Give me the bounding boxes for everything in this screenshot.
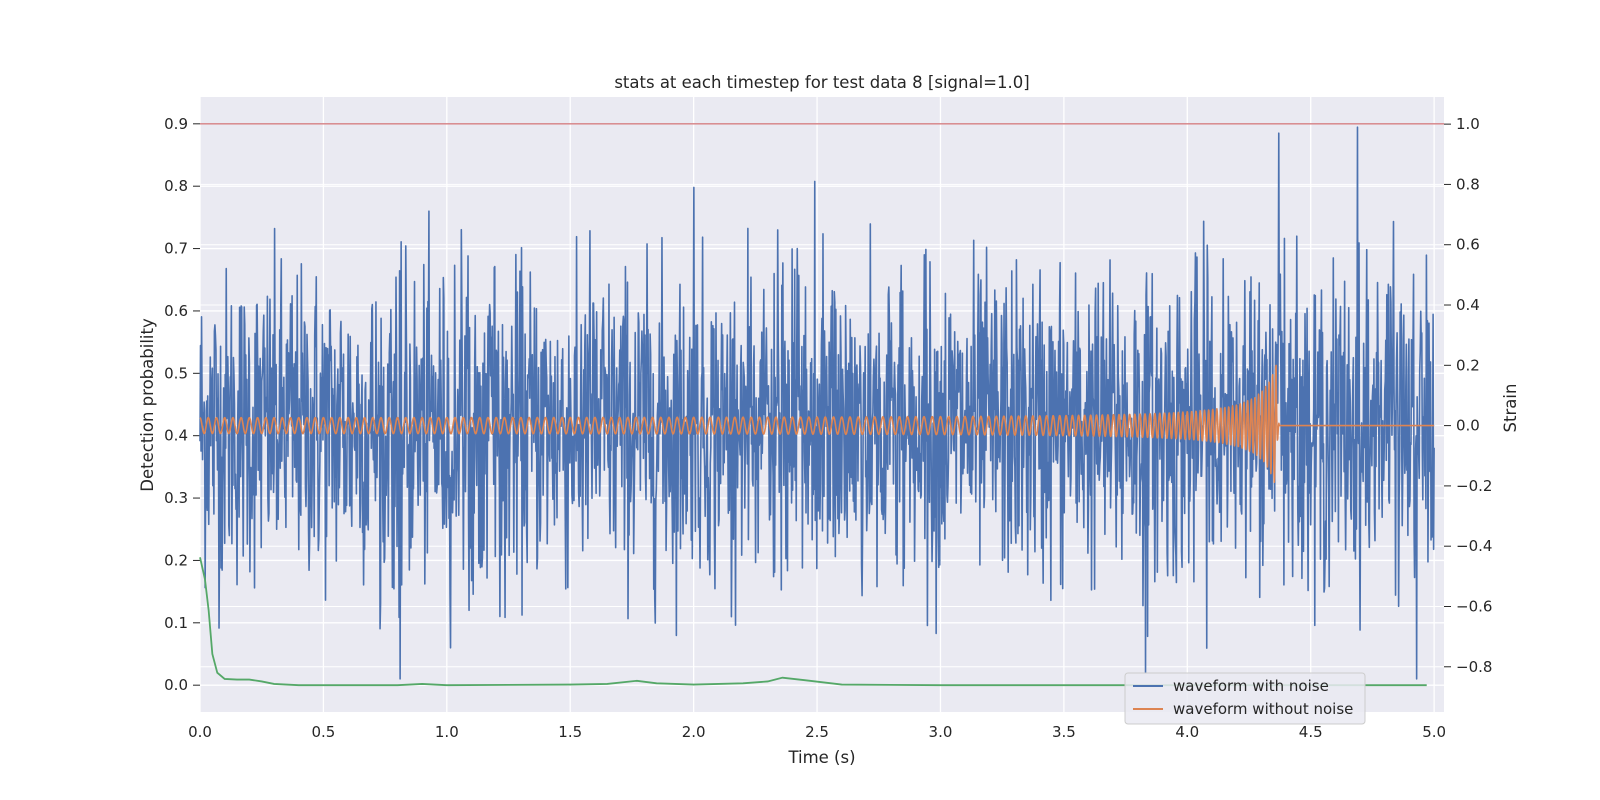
x-tick-label: 3.5 bbox=[1052, 723, 1076, 741]
x-tick-label: 3.0 bbox=[929, 723, 953, 741]
series-waveform-without-noise bbox=[199, 364, 1435, 484]
y-axis-left: 0.0 0.1 0.2 0.3 0.4 0.5 0.6 0.7 0.8 0.9 bbox=[164, 115, 200, 694]
y2-tick-label: −0.4 bbox=[1456, 537, 1492, 555]
y2-axis-label: Strain bbox=[1501, 384, 1520, 433]
y2-tick-label: 0.8 bbox=[1456, 175, 1480, 193]
y-tick-label: 0.5 bbox=[164, 364, 188, 382]
y2-tick-label: −0.6 bbox=[1456, 597, 1492, 615]
y-tick-label: 0.2 bbox=[164, 551, 188, 569]
x-tick-label: 0.5 bbox=[311, 723, 335, 741]
x-tick-label: 2.5 bbox=[805, 723, 829, 741]
y2-tick-label: 0.6 bbox=[1456, 236, 1480, 254]
y-tick-label: 0.8 bbox=[164, 177, 188, 195]
y2-tick-label: 0.4 bbox=[1456, 296, 1480, 314]
x-tick-label: 1.5 bbox=[558, 723, 582, 741]
x-tick-label: 1.0 bbox=[435, 723, 459, 741]
y2-tick-label: 0.0 bbox=[1456, 417, 1480, 435]
x-tick-label: 4.5 bbox=[1299, 723, 1323, 741]
x-tick-label: 4.0 bbox=[1175, 723, 1199, 741]
series-detection-probability bbox=[199, 557, 1427, 687]
y-tick-label: 0.3 bbox=[164, 489, 188, 507]
y2-tick-label: 1.0 bbox=[1456, 115, 1480, 133]
y-tick-label: 0.9 bbox=[164, 115, 188, 133]
legend-box bbox=[1124, 672, 1366, 725]
legend-label-clean: waveform without noise bbox=[1173, 700, 1353, 718]
y2-tick-label: −0.2 bbox=[1456, 477, 1492, 495]
y-tick-label: 0.1 bbox=[164, 614, 188, 632]
y-axis-right: −0.8 −0.6 −0.4 −0.2 0.0 0.2 0.4 0.6 0.8 1.0 bbox=[1444, 115, 1492, 676]
y2-tick-label: 0.2 bbox=[1456, 356, 1480, 374]
y-axis-label: Detection probability bbox=[138, 318, 157, 492]
series-waveform-with-noise bbox=[199, 126, 1435, 680]
y-tick-label: 0.0 bbox=[164, 676, 188, 694]
y-tick-label: 0.7 bbox=[164, 240, 188, 258]
y2-tick-label: −0.8 bbox=[1456, 658, 1492, 676]
x-axis-label: Time (s) bbox=[787, 748, 855, 767]
x-tick-label: 2.0 bbox=[682, 723, 706, 741]
legend-label-noisy: waveform with noise bbox=[1173, 677, 1329, 695]
x-axis: 0.0 0.5 1.0 1.5 2.0 2.5 3.0 3.5 4.0 4.5 5.0 bbox=[188, 723, 1446, 741]
y-tick-label: 0.6 bbox=[164, 302, 188, 320]
chart-title: stats at each timestep for test data 8 [… bbox=[614, 73, 1029, 92]
y-tick-label: 0.4 bbox=[164, 427, 188, 445]
x-tick-label: 5.0 bbox=[1422, 723, 1446, 741]
x-tick-label: 0.0 bbox=[188, 723, 212, 741]
legend: waveform with noise waveform without noi… bbox=[1124, 672, 1366, 725]
